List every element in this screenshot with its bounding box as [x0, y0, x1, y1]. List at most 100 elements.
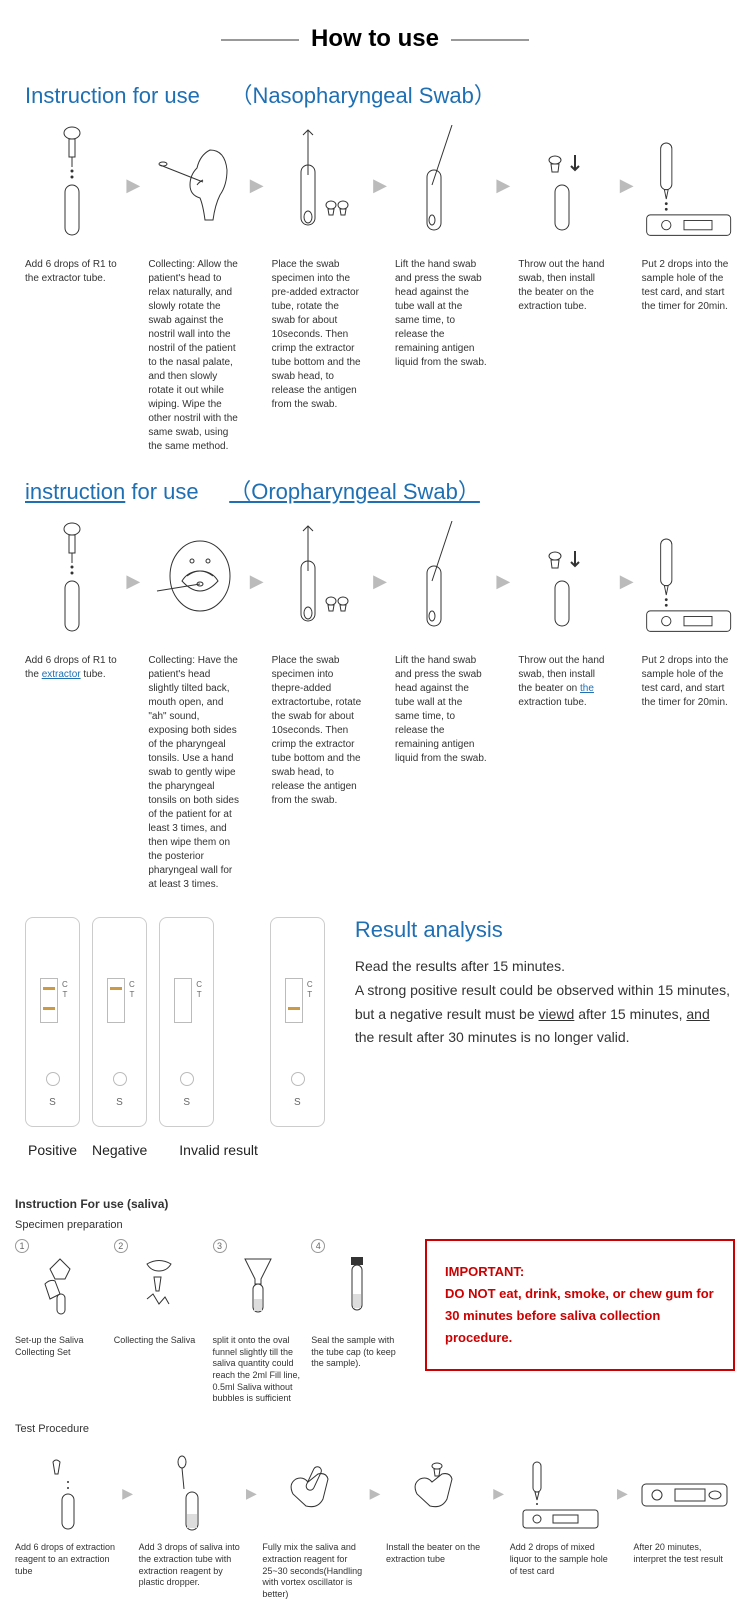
oro-text-3: Place the swab specimen into thepre-adde… [272, 646, 365, 808]
result-title: Result analysis [355, 917, 730, 943]
cassette-invalid-1: CT S Invalid result [159, 917, 258, 1158]
saliva-collect-icon: 2 [114, 1239, 205, 1329]
saliva-seal-icon: 4 [311, 1239, 402, 1329]
text-ul: viewd [539, 1006, 575, 1022]
result-line1: Read the results after 15 minutes. [355, 955, 730, 979]
naso-text-3: Place the swab specimen into the pre-add… [272, 250, 365, 412]
oro-section: instruction for use （Oropharyngeal Swab）… [0, 464, 750, 902]
press-swab-icon [395, 120, 488, 250]
step-number: 4 [311, 1239, 325, 1253]
oro-text-4: Lift the hand swab and press the swab he… [395, 646, 488, 766]
naso-text-6: Put 2 drops into the sample hole of the … [642, 250, 735, 314]
naso-step-5: Throw out the hand swab, then install th… [518, 120, 611, 314]
arrow-icon: ▶ [368, 1451, 382, 1536]
naso-step-1: Add 6 drops of R1 to the extractor tube. [25, 120, 118, 286]
drop-on-cassette-icon [642, 516, 735, 646]
naso-heading-a: Instruction for use [25, 83, 200, 108]
dropper-tube-icon [25, 516, 118, 646]
main-title: How to use [311, 25, 439, 53]
text-ul: the [580, 683, 594, 694]
result-cassette-icon [633, 1451, 735, 1536]
oro-step-3: Place the swab specimen into thepre-adde… [272, 516, 365, 808]
arrow-icon: ▶ [244, 1451, 258, 1536]
proc-step-2: Add 3 drops of saliva into the extractio… [139, 1451, 241, 1589]
proc-step-6: After 20 minutes, interpret the test res… [633, 1451, 735, 1565]
arrow-icon: ▶ [618, 516, 636, 646]
step-number: 1 [15, 1239, 29, 1253]
proc-text-3: Fully mix the saliva and extraction reag… [262, 1536, 364, 1600]
proc-text-5: Add 2 drops of mixed liquor to the sampl… [510, 1536, 612, 1577]
naso-text-5: Throw out the hand swab, then install th… [518, 250, 611, 314]
c-label: C [62, 980, 68, 989]
cassette-negative: CT S Negative [92, 917, 147, 1158]
naso-section: Instruction for use （Nasopharyngeal Swab… [0, 68, 750, 464]
arrow-icon: ▶ [615, 1451, 629, 1536]
drop-on-cassette-icon [642, 120, 735, 250]
prep-step-2: 2 Collecting the Saliva [114, 1239, 205, 1405]
text: after 15 minutes, [574, 1006, 686, 1022]
cassette-icon: CT S [92, 917, 147, 1127]
result-text: Result analysis Read the results after 1… [335, 917, 730, 1158]
oro-text-5: Throw out the hand swab, then install th… [518, 646, 611, 710]
mouth-swab-icon [148, 516, 241, 646]
arrow-icon: ▶ [121, 1451, 135, 1536]
s-label: S [160, 1097, 213, 1108]
s-label: S [93, 1097, 146, 1108]
swab-in-tube-icon [272, 120, 365, 250]
arrow-icon: ▶ [494, 120, 512, 250]
oro-step-6: Put 2 drops into the sample hole of the … [642, 516, 735, 710]
proc-text-6: After 20 minutes, interpret the test res… [633, 1536, 735, 1565]
oro-step-4: Lift the hand swab and press the swab he… [395, 516, 488, 766]
result-line2: A strong positive result could be observ… [355, 979, 730, 1050]
proc-step-4: Install the beater on the extraction tub… [386, 1451, 488, 1565]
saliva-heading: Instruction For use (saliva) [15, 1193, 735, 1215]
naso-text-1: Add 6 drops of R1 to the extractor tube. [25, 250, 118, 286]
arrow-icon: ▶ [371, 516, 389, 646]
naso-step-2: Collecting: Allow the patient's head to … [148, 120, 241, 454]
proc-text-1: Add 6 drops of extraction reagent to an … [15, 1536, 117, 1577]
prep-step-1: 1 Set-up the Saliva Collecting Set [15, 1239, 106, 1405]
oro-heading: instruction for use （Oropharyngeal Swab） [0, 464, 750, 516]
text: tube. [81, 669, 106, 680]
dropper-saliva-icon [139, 1451, 241, 1536]
proc-step-1: Add 6 drops of extraction reagent to an … [15, 1451, 117, 1577]
naso-heading-b: （Nasopharyngeal Swab） [230, 83, 495, 108]
text: the result after 30 minutes is no longer… [355, 1029, 630, 1045]
s-label: S [26, 1097, 79, 1108]
prep-step-4: 4 Seal the sample with the tube cap (to … [311, 1239, 402, 1405]
oro-text-2: Collecting: Have the patient's head slig… [148, 646, 241, 892]
oro-step-1: Add 6 drops of R1 to the extractor tube. [25, 516, 118, 682]
step-number: 3 [213, 1239, 227, 1253]
arrow-icon: ▶ [248, 516, 266, 646]
reagent-tube-icon [15, 1451, 117, 1536]
naso-step-4: Lift the hand swab and press the swab he… [395, 120, 488, 370]
arrow-icon: ▶ [124, 120, 142, 250]
c-label: C [129, 980, 135, 989]
t-label: T [197, 990, 202, 999]
c-label: C [307, 980, 313, 989]
saliva-section: Instruction For use (saliva) Specimen pr… [0, 1183, 750, 1621]
proc-text-2: Add 3 drops of saliva into the extractio… [139, 1536, 241, 1589]
cassette-icon: CT S [270, 917, 325, 1127]
important-l3: 30 minutes before saliva collection proc… [445, 1305, 715, 1349]
important-l2: DO NOT eat, drink, smoke, or chew gum fo… [445, 1283, 715, 1305]
t-label: T [307, 990, 312, 999]
oro-heading-b: （Oropharyngeal Swab） [229, 479, 480, 504]
oro-text-1: Add 6 drops of R1 to the extractor tube. [25, 646, 118, 682]
important-box: IMPORTANT: DO NOT eat, drink, smoke, or … [425, 1239, 735, 1371]
title-row: How to use [0, 0, 750, 68]
cassettes: CT S Positive CT S Negative CT S Invalid… [25, 917, 325, 1158]
install-beater-icon [518, 120, 611, 250]
proc-step-3: Fully mix the saliva and extraction reag… [262, 1451, 364, 1600]
prep-text-4: Seal the sample with the tube cap (to ke… [311, 1329, 402, 1370]
text-ul: and [686, 1006, 709, 1022]
proc-row: Add 6 drops of extraction reagent to an … [15, 1443, 735, 1600]
oro-steps-row: Add 6 drops of R1 to the extractor tube.… [0, 516, 750, 902]
arrow-icon: ▶ [494, 516, 512, 646]
swab-in-tube-icon [272, 516, 365, 646]
proc-step-5: Add 2 drops of mixed liquor to the sampl… [510, 1451, 612, 1577]
cassette-invalid-2: CT S [270, 917, 325, 1158]
important-l1: IMPORTANT: [445, 1261, 715, 1283]
prep-text-1: Set-up the Saliva Collecting Set [15, 1329, 106, 1358]
proc-text-4: Install the beater on the extraction tub… [386, 1536, 488, 1565]
